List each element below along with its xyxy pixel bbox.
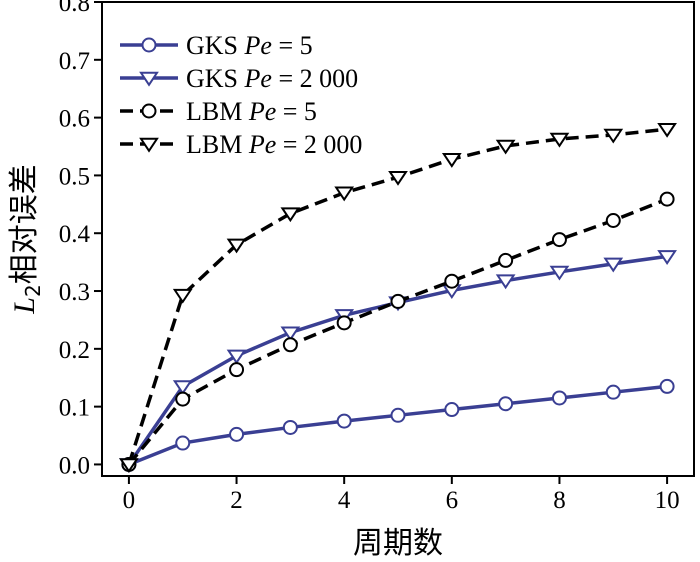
y-tick-label: 0.6 xyxy=(59,106,90,133)
plot-series xyxy=(119,122,677,474)
x-tick-label: 2 xyxy=(230,487,243,514)
legend-label: LBM Pe = 2 000 xyxy=(186,130,362,159)
y-axis-label-text: L2相对误差 xyxy=(7,164,45,314)
legend-label-prefix: GKS xyxy=(186,31,245,60)
data-point-marker xyxy=(441,153,462,168)
x-tick-label: 4 xyxy=(338,487,351,514)
series-line xyxy=(127,197,668,466)
data-point-marker xyxy=(226,349,247,365)
x-tick-label: 10 xyxy=(655,487,680,514)
series-0 xyxy=(121,378,675,472)
data-point-marker xyxy=(229,426,245,442)
data-point-marker xyxy=(390,293,406,309)
x-tick-label: 6 xyxy=(446,487,459,514)
legend-label-suffix: = 5 xyxy=(276,97,317,126)
y-axis-label-main: 相对误差 xyxy=(7,164,42,284)
legend-entry: GKS Pe = 2 000 xyxy=(120,64,358,93)
y-axis-label-symbol: L xyxy=(8,297,41,315)
y-tick-label: 0.8 xyxy=(59,0,90,17)
data-point-marker xyxy=(659,191,675,207)
series-2 xyxy=(121,191,675,472)
legend-label-prefix: LBM xyxy=(186,97,249,126)
y-tick-label: 0.7 xyxy=(59,48,90,75)
legend-label-suffix: = 2 000 xyxy=(272,64,358,93)
data-point-marker xyxy=(444,402,460,418)
data-point-marker xyxy=(603,128,624,144)
data-point-marker xyxy=(549,265,570,281)
data-point-marker xyxy=(282,419,298,435)
series-3 xyxy=(119,122,677,474)
y-axis-label: L2相对误差 xyxy=(7,164,45,314)
legend-label-italic: Pe xyxy=(244,31,272,60)
data-point-marker xyxy=(175,435,191,451)
legend-label-prefix: GKS xyxy=(186,64,245,93)
data-point-marker xyxy=(444,273,460,289)
data-point-marker xyxy=(657,122,677,138)
legend-label: GKS Pe = 5 xyxy=(186,31,313,60)
data-point-marker xyxy=(605,213,621,229)
data-point-marker xyxy=(388,170,408,186)
y-tick-label: 0.3 xyxy=(59,279,90,306)
data-point-marker xyxy=(495,139,516,155)
legend-marker xyxy=(141,37,157,53)
y-tick-label: 0.2 xyxy=(59,337,90,364)
data-point-marker xyxy=(551,232,567,248)
legend-entry: LBM Pe = 2 000 xyxy=(120,130,362,159)
legend-label-italic: Pe xyxy=(248,130,276,159)
x-tick-label: 8 xyxy=(553,487,566,514)
series-line xyxy=(127,254,668,466)
series-line xyxy=(128,384,668,467)
legend-label-suffix: = 5 xyxy=(272,31,313,60)
data-point-marker xyxy=(336,413,352,429)
legend-marker xyxy=(141,103,157,119)
data-point-marker xyxy=(551,390,567,406)
plot-frame xyxy=(101,1,695,477)
data-point-marker xyxy=(659,378,675,394)
data-point-marker xyxy=(657,250,677,265)
data-point-marker xyxy=(336,315,352,331)
y-tick-label: 0.1 xyxy=(59,395,90,422)
data-point-marker xyxy=(605,384,621,400)
legend-label-italic: Pe xyxy=(248,97,276,126)
legend-label: LBM Pe = 5 xyxy=(186,97,317,126)
data-point-marker xyxy=(226,238,247,254)
data-point-marker xyxy=(498,396,514,412)
axes: 0 2 4 6 8 10 0.0 0.1 0.2 0.3 0.4 0.5 0.6 0.7 0.8 xyxy=(59,0,680,514)
legend-marker xyxy=(139,71,159,87)
x-axis-label: 周期数 xyxy=(353,526,443,561)
legend-label-italic: Pe xyxy=(244,64,272,93)
legend-marker xyxy=(139,137,159,153)
data-point-marker xyxy=(495,274,516,290)
y-tick-label: 0.5 xyxy=(59,163,90,190)
data-point-marker xyxy=(280,326,301,342)
data-point-marker xyxy=(172,288,193,304)
legend-entry: LBM Pe = 5 xyxy=(120,97,317,126)
legend-label-prefix: LBM xyxy=(186,130,249,159)
data-point-marker xyxy=(282,337,298,353)
data-point-marker xyxy=(334,186,355,202)
data-point-marker xyxy=(172,380,193,396)
data-point-marker xyxy=(119,458,139,474)
data-point-marker xyxy=(390,407,406,423)
legend-label: GKS Pe = 2 000 xyxy=(186,64,358,93)
y-axis-label-subscript: 2 xyxy=(21,284,45,297)
y-tick-label: 0.4 xyxy=(59,221,91,248)
data-point-marker xyxy=(280,207,301,223)
y-tick-label: 0.0 xyxy=(59,452,90,479)
data-point-marker xyxy=(549,132,570,148)
data-point-marker xyxy=(229,362,245,378)
data-point-marker xyxy=(175,391,191,407)
data-point-marker xyxy=(603,257,624,273)
x-tick-label: 0 xyxy=(123,487,136,514)
legend-entry: GKS Pe = 5 xyxy=(120,31,313,60)
legend-label-suffix: = 2 000 xyxy=(276,130,362,159)
data-point-marker xyxy=(498,252,514,268)
